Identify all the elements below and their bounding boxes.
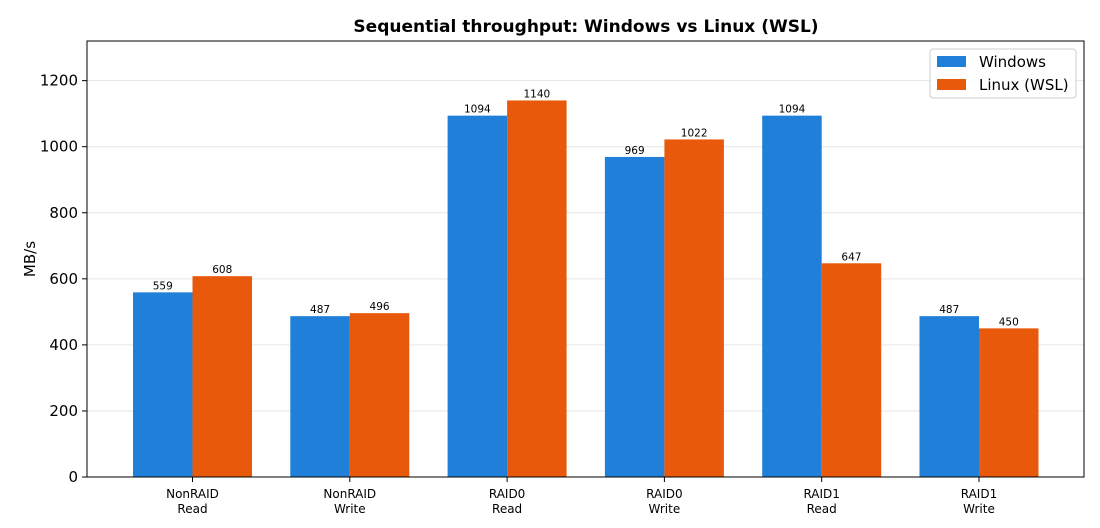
y-axis: 0 200 400 600 800 1000 1200 <box>40 72 87 486</box>
bar-value-label: 1140 <box>523 88 550 100</box>
x-tick-label: NonRAID <box>166 487 219 501</box>
bar-value-label: 608 <box>212 264 232 276</box>
x-tick-label: RAID0 <box>489 487 525 501</box>
bar-value-label: 1022 <box>681 127 708 139</box>
legend-box <box>929 48 1077 99</box>
bar-windows <box>290 316 350 477</box>
bar-windows <box>919 316 979 477</box>
gridlines <box>87 80 1084 412</box>
bar-windows <box>133 292 193 477</box>
x-tick-label: RAID0 <box>646 487 682 501</box>
x-tick-label: Write <box>334 502 366 516</box>
legend: Windows Linux (WSL) <box>929 48 1077 99</box>
bar-linux-wsl <box>507 100 567 478</box>
bar-linux-wsl <box>192 276 252 477</box>
x-tick-label: Read <box>807 502 837 516</box>
bar-linux-wsl <box>664 139 724 477</box>
y-tick-label: 600 <box>49 270 78 288</box>
legend-swatch <box>937 79 966 90</box>
y-tick-label: 1200 <box>40 72 78 90</box>
y-tick-label: 1000 <box>40 138 78 156</box>
x-tick-label: NonRAID <box>323 487 376 501</box>
bar-value-label: 450 <box>999 316 1019 328</box>
legend-entry: Linux (WSL) <box>979 76 1069 94</box>
x-tick-label: Read <box>492 502 522 516</box>
bar-linux-wsl <box>821 263 882 477</box>
y-axis-title: MB/s <box>21 241 39 277</box>
x-tick-label: Write <box>963 502 995 516</box>
legend-entry: Windows <box>979 53 1046 71</box>
bar-value-label: 1094 <box>779 104 806 116</box>
bar-value-label: 487 <box>939 304 959 316</box>
y-tick-label: 200 <box>49 402 78 420</box>
bar-value-label: 496 <box>370 301 390 313</box>
value-labels: 559 608 487 496 1094 1140 969 1022 1094 647 487 450 <box>153 88 1019 328</box>
x-tick-label: RAID1 <box>803 487 839 501</box>
bar-value-label: 647 <box>841 251 861 263</box>
bar-value-label: 559 <box>153 280 173 292</box>
bar-value-label: 969 <box>625 145 645 157</box>
x-axis: NonRAIDReadNonRAIDWriteRAID0ReadRAID0Wri… <box>166 477 997 516</box>
chart-title: Sequential throughput: Windows vs Linux … <box>353 17 818 37</box>
y-tick-label: 800 <box>49 204 78 222</box>
bars <box>133 100 1039 478</box>
bar-value-label: 1094 <box>464 104 491 116</box>
x-tick-label: RAID1 <box>961 487 997 501</box>
legend-swatch <box>937 56 966 67</box>
bar-windows <box>447 115 508 477</box>
y-tick-label: 0 <box>68 468 78 486</box>
x-tick-label: Read <box>177 502 207 516</box>
y-tick-label: 400 <box>49 336 78 354</box>
bar-linux-wsl <box>349 313 410 477</box>
x-tick-label: Write <box>649 502 681 516</box>
bar-windows <box>604 156 665 477</box>
bar-value-label: 487 <box>310 304 330 316</box>
plot-frame <box>86 40 1085 478</box>
bar-windows <box>762 115 822 477</box>
bar-linux-wsl <box>979 328 1039 477</box>
